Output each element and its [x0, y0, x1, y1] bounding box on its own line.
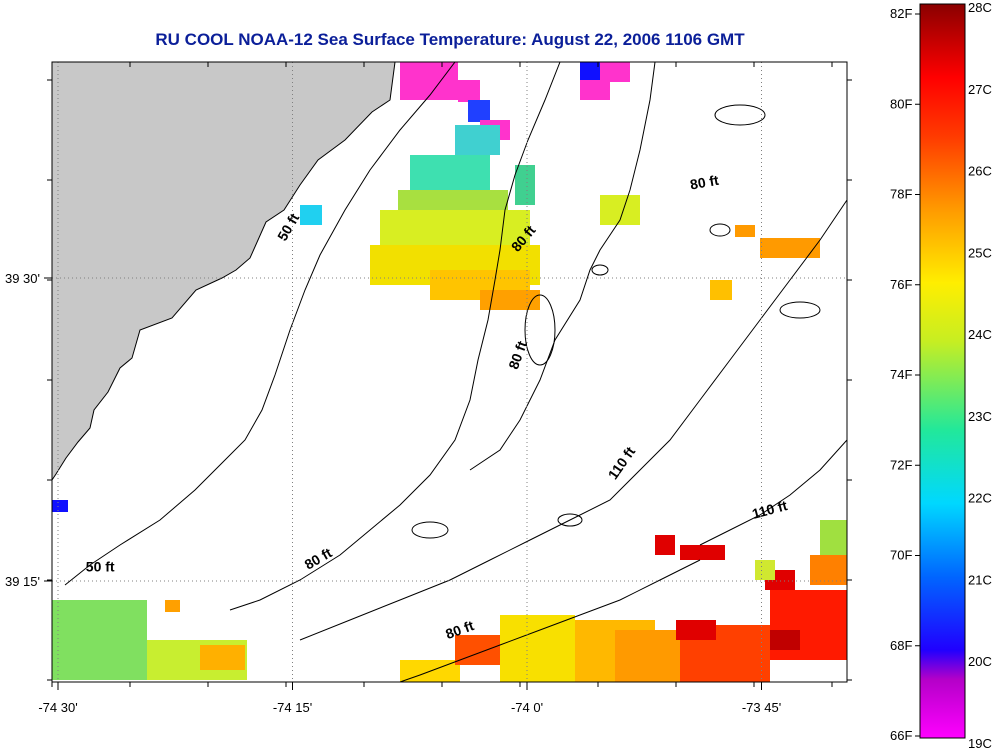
colorbar-c-label: 23C	[968, 409, 992, 424]
coastline	[52, 62, 396, 481]
colorbar-f-label: 82F	[890, 6, 912, 21]
colorbar-c-label: 26C	[968, 164, 992, 179]
contour-depth-label: 80 ft	[689, 172, 720, 193]
y-tick-label: 39 30'	[5, 271, 40, 286]
contour-depth-label: 110 ft	[750, 497, 789, 522]
y-tick-label: 39 15'	[5, 574, 40, 589]
colorbar-f-label: 76F	[890, 277, 912, 292]
contour-depth-label: 80 ft	[505, 338, 530, 371]
x-tick-label: -74 30'	[38, 700, 77, 715]
colorbar-c-label: 20C	[968, 654, 992, 669]
contour-80ft-east	[469, 62, 656, 471]
colorbar-c-label: 24C	[968, 327, 992, 342]
land-mass	[52, 62, 395, 480]
colorbar-f-label: 70F	[890, 548, 912, 563]
colorbar-f-label: 72F	[890, 457, 912, 472]
chart-title: RU COOL NOAA-12 Sea Surface Temperature:…	[155, 30, 745, 49]
colorbar-c-label: 19C	[968, 736, 992, 751]
colorbar-f-label: 74F	[890, 367, 912, 382]
x-tick-label: -74 15'	[273, 700, 312, 715]
contour-50ft-north	[64, 62, 456, 586]
colorbar-f-label: 66F	[890, 728, 912, 743]
contour-110ft	[299, 199, 847, 641]
map-frame	[51, 61, 848, 683]
colorbar-f-label: 80F	[890, 96, 912, 111]
contour-depth-label: 50 ft	[86, 558, 115, 574]
sst-pixels	[52, 62, 847, 682]
x-tick-label: -73 45'	[742, 700, 781, 715]
colorbar-c-label: 25C	[968, 245, 992, 260]
colorbar-c-label: 28C	[968, 0, 992, 15]
x-tick-label: -74 0'	[511, 700, 543, 715]
colorbar-f-label: 68F	[890, 638, 912, 653]
colorbar	[919, 3, 966, 739]
contour-80ft-shoal	[229, 62, 561, 611]
contour-80ft-south	[399, 559, 701, 682]
colorbar-c-label: 21C	[968, 572, 992, 587]
contour-110ft-east	[699, 439, 847, 546]
graticule	[52, 62, 847, 682]
contour-depth-label: 50 ft	[274, 210, 302, 243]
colorbar-f-label: 78F	[890, 187, 912, 202]
colorbar-c-label: 27C	[968, 82, 992, 97]
colorbar-c-label: 22C	[968, 491, 992, 506]
